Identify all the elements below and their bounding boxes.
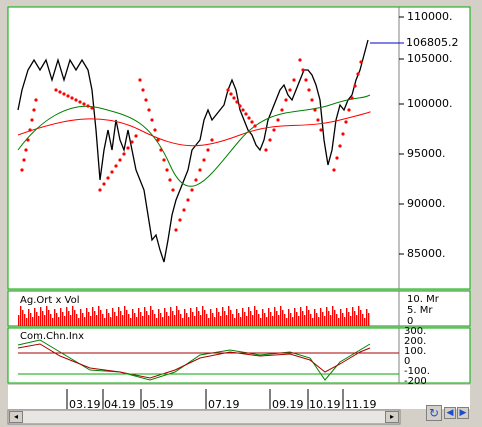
date-label: 11.19	[345, 398, 377, 411]
price-tick-label: 110000.	[407, 10, 453, 23]
sar-dots	[20, 58, 363, 232]
cci-tick-label: -200	[404, 376, 427, 387]
price-tick-label: 100000.	[407, 97, 453, 110]
date-label: 05.19	[142, 398, 174, 411]
right-arrow-icon[interactable]: ▶	[457, 407, 469, 419]
cci-tick-label: 100.	[404, 346, 427, 357]
left-arrow-icon[interactable]: ◀	[444, 407, 456, 419]
scroll-right-button[interactable]: ▸	[385, 411, 399, 423]
cci-tick-label: 300.	[404, 326, 427, 337]
refresh-icon[interactable]: ↻	[426, 405, 442, 421]
cci-tick-label: -100.	[404, 366, 430, 377]
price-tick-label: 95000.	[407, 147, 446, 160]
date-label: 09.19	[272, 398, 304, 411]
price-tick-label: 105000.	[407, 52, 453, 65]
horizontal-scrollbar[interactable]	[7, 409, 401, 425]
volume-bars	[18, 306, 370, 326]
date-label: 10.19	[309, 398, 341, 411]
volume-tick-label: 5. Mr	[407, 305, 433, 316]
last-price-label: 106805.2	[406, 36, 459, 49]
volume-tick-label: 0	[407, 316, 414, 327]
cci-title: Com.Chn.Inx	[20, 331, 85, 342]
volume-tick-label: 10. Mr	[407, 294, 439, 305]
date-label: 04.19	[104, 398, 136, 411]
price-tick-label: 85000.	[407, 247, 446, 260]
price-tick-label: 90000.	[407, 197, 446, 210]
volume-title: Ag.Ort x Vol	[20, 295, 80, 306]
scroll-left-button[interactable]: ◂	[9, 411, 23, 423]
cci-tick-label: 0	[404, 356, 411, 367]
date-label: 07.19	[208, 398, 240, 411]
price-panel	[7, 6, 471, 290]
cci-tick-label: 200.	[404, 336, 427, 347]
date-label: 03.19	[69, 398, 101, 411]
